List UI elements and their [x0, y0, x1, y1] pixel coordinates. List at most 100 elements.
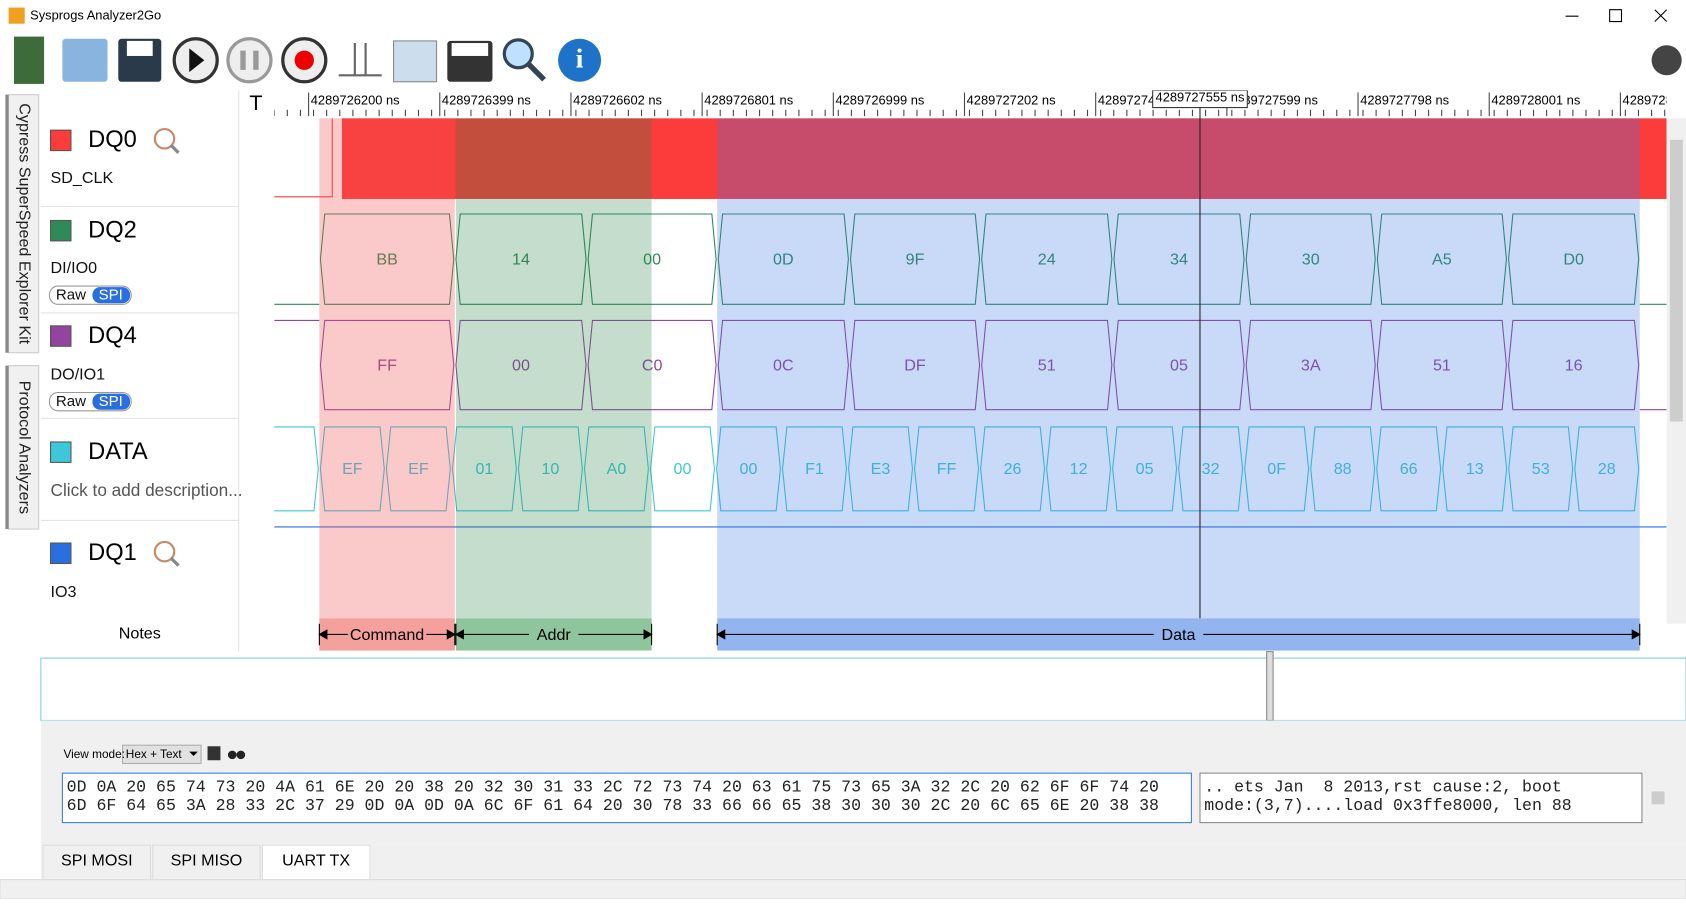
channel-name[interactable]: DATA	[88, 439, 148, 465]
save-icon[interactable]	[207, 746, 221, 761]
ruler-label: 4289726999 ns	[835, 93, 924, 108]
clock-high	[341, 118, 1667, 199]
byte-value: 0F	[1267, 460, 1286, 478]
byte-cell	[914, 426, 980, 512]
mode-option[interactable]: SPI	[99, 393, 123, 410]
window-title: Sysprogs Analyzer2Go	[30, 8, 161, 23]
protocol-overlay	[319, 118, 455, 619]
byte-value: 9F	[906, 251, 925, 269]
byte-cell	[1442, 426, 1508, 512]
ruler-label: 4289727599 ns	[1229, 93, 1318, 108]
tab-label[interactable]: UART TX	[282, 852, 350, 870]
channel-color[interactable]	[49, 219, 72, 242]
byte-cell	[717, 213, 849, 305]
side-tab-label[interactable]: Protocol Analyzers	[15, 381, 33, 514]
byte-value: 00	[740, 460, 758, 478]
byte-cell	[1245, 213, 1376, 305]
byte-cell	[1178, 426, 1244, 512]
byte-cell	[782, 426, 847, 512]
window-controls[interactable]	[1565, 9, 1668, 23]
find-icon[interactable]	[227, 750, 237, 760]
byte-value: E3	[871, 460, 891, 478]
channel-name[interactable]: DQ4	[88, 323, 137, 349]
byte-value: 05	[1170, 356, 1188, 374]
ruler-label: 4289726399 ns	[442, 93, 531, 108]
protocol-overlay	[455, 118, 652, 619]
byte-value: FF	[377, 356, 397, 374]
tab[interactable]	[152, 844, 261, 881]
byte-cell	[981, 319, 1113, 411]
byte-value: BB	[376, 251, 397, 269]
byte-cell	[849, 213, 981, 305]
tab[interactable]	[261, 844, 371, 881]
mode-option[interactable]: Raw	[56, 287, 86, 304]
side-tab[interactable]	[8, 94, 40, 354]
channel-description[interactable]: Click to add description...	[51, 480, 243, 500]
channel-color[interactable]	[49, 441, 72, 463]
byte-cell	[587, 213, 717, 305]
view-mode-label: View mode:	[63, 747, 125, 761]
byte-cell	[274, 426, 319, 512]
byte-value: FF	[937, 460, 957, 478]
ruler-label: 4289726801 ns	[704, 93, 793, 108]
byte-cell	[1046, 426, 1112, 512]
channel-color[interactable]	[49, 325, 72, 347]
toolbar[interactable]: i	[13, 36, 1682, 84]
note-label: Addr	[537, 626, 572, 644]
text-box[interactable]	[1199, 772, 1643, 824]
byte-value: 32	[1202, 460, 1220, 478]
byte-value: 00	[643, 251, 661, 269]
byte-value: 12	[1070, 460, 1088, 478]
byte-value: DF	[904, 356, 926, 374]
byte-cell	[1508, 319, 1640, 411]
channel-color[interactable]	[49, 542, 72, 565]
byte-cell	[583, 426, 649, 512]
text-line: .. ets Jan 8 2013,rst cause:2, boot	[1204, 778, 1561, 797]
channel-description[interactable]: IO3	[51, 583, 77, 601]
side-tab[interactable]	[8, 365, 40, 530]
channel-description[interactable]: DO/IO1	[51, 366, 106, 384]
channel-description[interactable]: DI/IO0	[51, 259, 98, 277]
view-mode-value[interactable]: Hex + Text	[126, 747, 183, 761]
channel-description[interactable]: SD_CLK	[51, 169, 114, 187]
mode-option[interactable]: SPI	[99, 287, 123, 304]
tab[interactable]	[42, 844, 152, 881]
trigger-icon	[169, 556, 180, 567]
view-mode-select[interactable]	[122, 744, 202, 765]
byte-cell	[587, 319, 717, 411]
byte-cell	[1113, 213, 1245, 305]
byte-cell	[451, 426, 517, 512]
byte-value: 26	[1004, 460, 1022, 478]
byte-value: A0	[607, 460, 627, 478]
tab-label[interactable]: SPI MISO	[171, 852, 243, 870]
text-line: mode:(3,7)....load 0x3ffe8000, len 88	[1204, 796, 1571, 815]
trigger-icon[interactable]	[153, 127, 176, 150]
trigger-icon[interactable]	[153, 540, 176, 563]
byte-cell	[1112, 426, 1178, 512]
byte-value: 3A	[1301, 356, 1321, 374]
hex-line: 0D 0A 20 65 74 73 20 4A 61 6E 20 20 38 2…	[67, 778, 1159, 797]
mode-option[interactable]: Raw	[56, 393, 86, 410]
ruler-label: 4289727202 ns	[967, 93, 1056, 108]
channel-color[interactable]	[49, 129, 72, 152]
channel-name[interactable]: DQ2	[88, 217, 137, 243]
hex-box[interactable]	[61, 772, 1192, 824]
tab-label[interactable]: SPI MOSI	[61, 852, 133, 870]
byte-cell	[717, 319, 849, 411]
byte-cell	[649, 426, 715, 512]
ruler-label: 4289726602 ns	[573, 93, 662, 108]
note-label: Command	[350, 626, 424, 644]
byte-value: 30	[1302, 251, 1320, 269]
byte-value: 88	[1334, 460, 1352, 478]
channel-name[interactable]: DQ1	[88, 540, 137, 566]
byte-cell	[1113, 319, 1245, 411]
byte-value: 28	[1598, 460, 1616, 478]
side-tab-label[interactable]: Cypress SuperSpeed Explorer Kit	[15, 103, 33, 344]
byte-value: 10	[541, 460, 559, 478]
channel-name[interactable]: DQ0	[88, 127, 137, 153]
byte-value: A5	[1432, 251, 1452, 269]
byte-cell	[385, 426, 451, 512]
byte-cell	[1245, 319, 1376, 411]
